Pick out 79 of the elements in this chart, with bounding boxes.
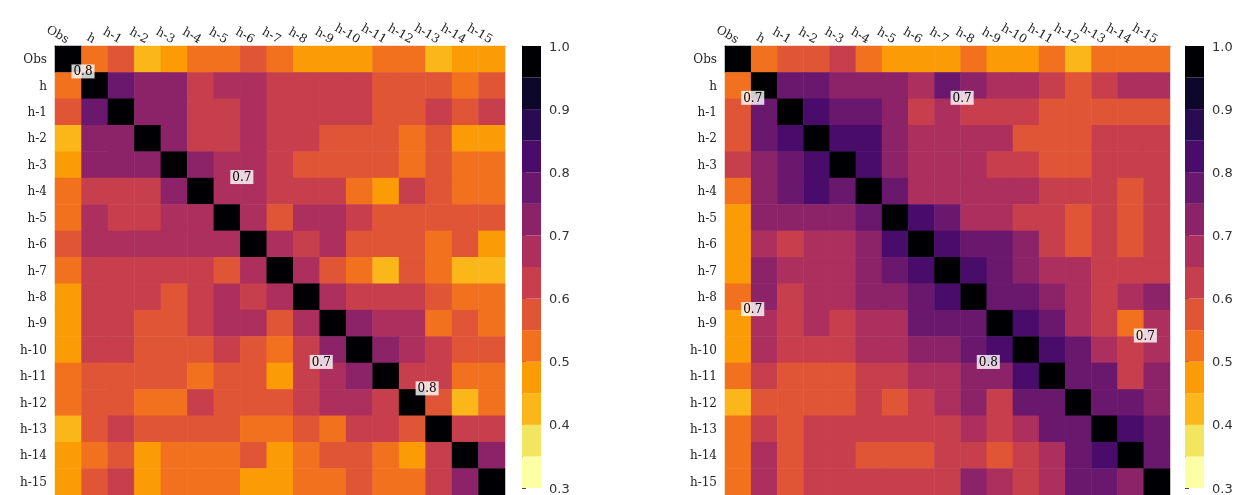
color-bar-label: 0.8 <box>1212 164 1233 180</box>
y-tick-label: Obs <box>693 52 717 67</box>
x-tick-label: Obs <box>44 22 72 47</box>
color-bar-label: 0.3 <box>549 480 570 495</box>
y-tick-label: h-3 <box>697 157 717 172</box>
color-bar-label: 1.0 <box>549 38 570 54</box>
x-tick-label: h-1 <box>100 24 125 47</box>
y-tick-label: h-2 <box>27 131 47 146</box>
x-tick-label: h-2 <box>127 24 152 47</box>
y-tick-label: h-7 <box>27 263 47 278</box>
x-tick-label: h-7 <box>927 24 951 47</box>
annotation: 0.7 <box>232 170 252 185</box>
y-tick-label: h-6 <box>697 237 717 252</box>
x-tick-label: h-8 <box>286 24 310 47</box>
x-tick-label: h-6 <box>901 24 925 47</box>
color-bar-label: 1.0 <box>1212 38 1233 54</box>
x-tick-label: h-4 <box>848 24 873 47</box>
y-tick-label: h-11 <box>19 369 47 384</box>
annotation: 0.8 <box>73 64 93 79</box>
annotation: 0.7 <box>743 90 763 105</box>
y-tick-label: h-3 <box>27 157 47 172</box>
x-tick-label: h-5 <box>874 24 899 47</box>
y-tick-label: h-9 <box>697 316 717 331</box>
y-tick-label: h-9 <box>27 316 47 331</box>
color-bar-label: 0.4 <box>1212 417 1233 433</box>
y-tick-label: h-10 <box>689 342 717 357</box>
y-tick-label: h-13 <box>689 421 717 436</box>
color-bar-label: 0.6 <box>1212 291 1233 307</box>
y-tick-label: h-2 <box>697 131 717 146</box>
y-tick-label: h-15 <box>19 474 47 489</box>
x-tick-label: Obs <box>714 22 742 47</box>
y-tick-label: h <box>709 78 718 93</box>
color-bar-label: 0.9 <box>1212 101 1233 117</box>
y-tick-label: h-14 <box>19 448 48 463</box>
color-bar-label: 0.5 <box>1212 354 1233 370</box>
x-tick-label: h <box>754 30 769 47</box>
y-tick-label: h-11 <box>689 369 717 384</box>
annotation: 0.7 <box>1135 328 1155 343</box>
y-tick-label: h-4 <box>27 184 48 199</box>
y-tick-label: h-12 <box>689 395 717 410</box>
y-tick-label: h-10 <box>19 342 47 357</box>
y-tick-label: h-5 <box>27 210 47 225</box>
color-bar-label: 0.8 <box>549 164 570 180</box>
y-tick-label: h-13 <box>19 421 47 436</box>
y-tick-label: h-12 <box>19 395 47 410</box>
x-tick-label: h <box>84 30 99 47</box>
color-bar-label: 0.4 <box>549 417 570 433</box>
y-tick-label: h <box>39 78 48 93</box>
x-tick-label: h-8 <box>953 24 978 47</box>
x-tick-label: h-5 <box>206 24 231 47</box>
annotation: 0.8 <box>978 354 998 369</box>
x-tick-label: h-4 <box>180 24 205 47</box>
color-bar-label: 0.7 <box>549 227 570 243</box>
x-tick-label: h-7 <box>259 24 284 47</box>
annotation: 0.7 <box>952 90 972 105</box>
y-tick-label: h-7 <box>697 263 717 278</box>
y-tick-label: h-6 <box>27 237 47 252</box>
annotation: 0.8 <box>417 381 437 396</box>
y-tick-label: h-8 <box>27 289 47 304</box>
x-tick-label: h-6 <box>233 24 258 47</box>
annotation: 0.7 <box>311 354 331 369</box>
color-bar-label: 0.7 <box>1212 227 1233 243</box>
x-tick-label: h-3 <box>822 24 847 47</box>
x-tick-label: h-2 <box>796 24 821 47</box>
y-tick-label: Obs <box>23 52 47 67</box>
y-tick-label: h-5 <box>697 210 717 225</box>
x-tick-label: h-1 <box>770 24 794 47</box>
color-bar-label: 0.3 <box>1212 480 1233 495</box>
y-tick-label: h-4 <box>697 184 718 199</box>
color-bar-label: 0.9 <box>549 101 570 117</box>
x-tick-label: h-3 <box>153 24 178 47</box>
annotation: 0.7 <box>743 302 763 317</box>
color-bar-label: 0.6 <box>549 291 570 307</box>
y-tick-label: h-15 <box>689 474 717 489</box>
y-tick-label: h-1 <box>697 105 717 120</box>
y-tick-label: h-8 <box>697 289 717 304</box>
y-tick-label: h-1 <box>27 105 47 120</box>
y-tick-label: h-14 <box>689 448 718 463</box>
color-bar-label: 0.5 <box>549 354 570 370</box>
